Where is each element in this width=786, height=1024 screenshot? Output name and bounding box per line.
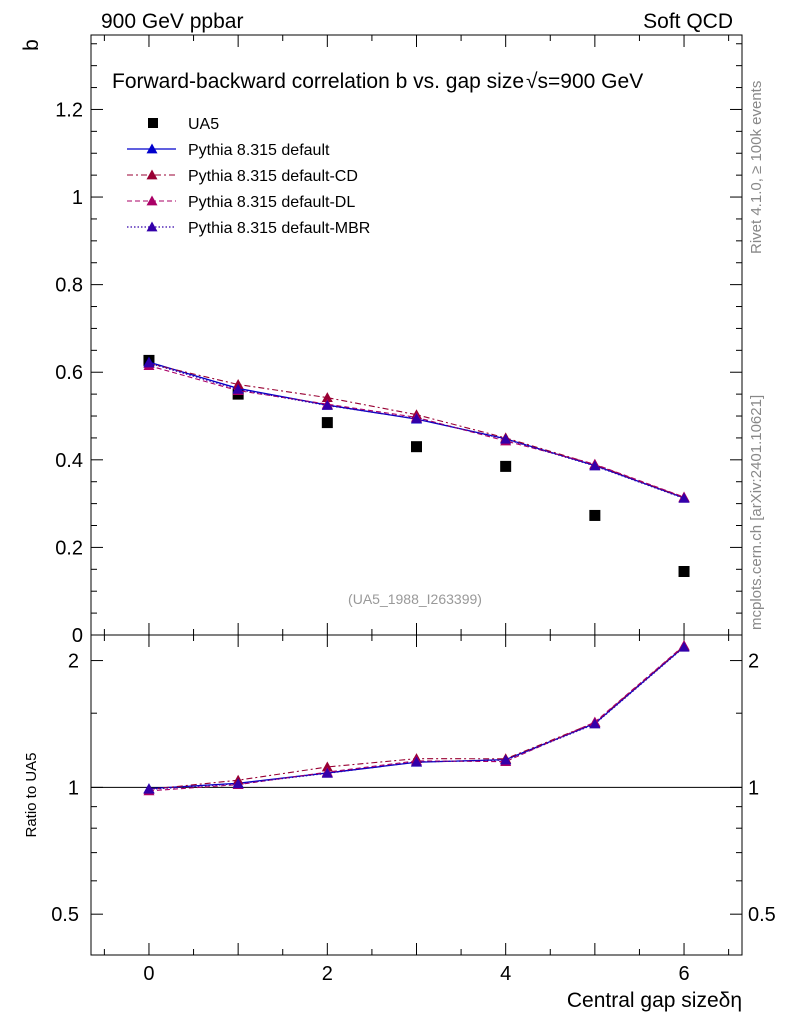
- ratio-series-line-dl: [148, 645, 685, 792]
- main-y-tick-label: 0.8: [55, 275, 83, 297]
- main-marker-mbr: [232, 383, 244, 394]
- ratio-marker-mbr: [678, 641, 690, 652]
- main-marker-cd: [321, 392, 333, 403]
- legend-label: Pythia 8.315 default: [188, 142, 330, 159]
- ratio-marker-mbr: [500, 754, 512, 765]
- ratio-series-group: [143, 639, 690, 796]
- header-energy-label: 900 GeV ppbar: [101, 10, 243, 33]
- analysis-reference-label: (UA5_1988_I263399): [348, 591, 482, 607]
- main-axis-ticks: 0 0.2 0.4 0.6 0.8 1 1.2: [55, 35, 742, 647]
- main-marker-mbr: [143, 357, 155, 368]
- legend-label: Pythia 8.315 default-DL: [188, 194, 355, 211]
- main-data-point: [411, 441, 422, 453]
- x-tick-label: 4: [500, 963, 511, 985]
- main-marker-mbr: [589, 460, 601, 471]
- ratio-panel-frame: [90, 634, 743, 956]
- ratio-y-tick-label: 2: [68, 651, 79, 673]
- mcplots-url-label: mcplots.cern.ch [arXiv:2401.10621]: [748, 395, 765, 630]
- main-data-point: [321, 417, 333, 429]
- x-axis-label: Central gap sizeδη: [567, 989, 742, 1012]
- main-data-point: [500, 460, 512, 472]
- main-marker-mbr: [500, 433, 512, 444]
- main-series-group: [143, 354, 690, 577]
- main-marker-mbr: [321, 400, 333, 410]
- main-marker-mbr: [411, 413, 422, 424]
- legend-marker-default: [146, 143, 158, 154]
- main-y-axis-label: b: [20, 39, 43, 51]
- ratio-marker-cd: [321, 761, 333, 772]
- main-y-tick-label: 0: [72, 625, 83, 647]
- ratio-series-line-default: [148, 646, 685, 790]
- legend-marker-dl: [146, 195, 158, 206]
- x-tick-label: 0: [143, 963, 154, 985]
- ratio-marker-mbr: [321, 767, 333, 778]
- ratio-marker-mbr: [411, 756, 422, 767]
- legend-marker-mbr: [146, 221, 158, 232]
- ratio-y-tick-label: 1: [68, 777, 79, 799]
- ratio-y-tick-label-right: 0.5: [748, 904, 776, 926]
- header-process-label: Soft QCD: [643, 10, 733, 33]
- legend: UA5 Pythia 8.315 default Pythia 8.315 defa…: [127, 116, 370, 237]
- ratio-series-line-cd: [148, 645, 685, 790]
- main-y-tick-label: 0.6: [55, 362, 83, 384]
- ratio-y-tick-label-right: 2: [748, 651, 759, 673]
- legend-marker-cd: [146, 169, 158, 180]
- main-data-point: [589, 509, 601, 521]
- ratio-y-tick-label: 0.5: [51, 904, 79, 926]
- ratio-series-line-mbr: [148, 646, 685, 790]
- ratio-marker-mbr: [143, 783, 155, 794]
- x-tick-label: 2: [322, 963, 333, 985]
- legend-label: Pythia 8.315 default-CD: [188, 168, 358, 185]
- main-series-line-default: [148, 361, 685, 499]
- main-y-tick-label: 0.4: [55, 450, 83, 472]
- main-series-line-cd: [148, 362, 685, 498]
- x-tick-label: 6: [678, 963, 689, 985]
- legend-label: Pythia 8.315 default-MBR: [188, 220, 370, 237]
- main-y-tick-label: 1.2: [55, 99, 83, 121]
- ratio-axis-ticks: 0 2 4 6 0.5 0.5 1 1 2 2: [51, 635, 776, 985]
- main-data-point: [678, 565, 690, 577]
- ratio-marker-mbr: [589, 718, 601, 729]
- legend-marker-data: [148, 118, 158, 128]
- main-series-line-mbr: [148, 362, 685, 499]
- main-y-tick-label: 0.2: [55, 537, 83, 559]
- ratio-marker-mbr: [232, 778, 244, 789]
- rivet-version-label: Rivet 4.1.0, ≥ 100k events: [748, 81, 765, 254]
- legend-label: UA5: [188, 116, 219, 133]
- ratio-y-tick-label-right: 1: [748, 777, 759, 799]
- main-marker-mbr: [678, 492, 690, 503]
- chart-title: Forward-backward correlation b vs. gap s…: [112, 70, 643, 93]
- main-y-tick-label: 1: [72, 187, 83, 209]
- ratio-y-axis-label: Ratio to UA5: [23, 752, 40, 837]
